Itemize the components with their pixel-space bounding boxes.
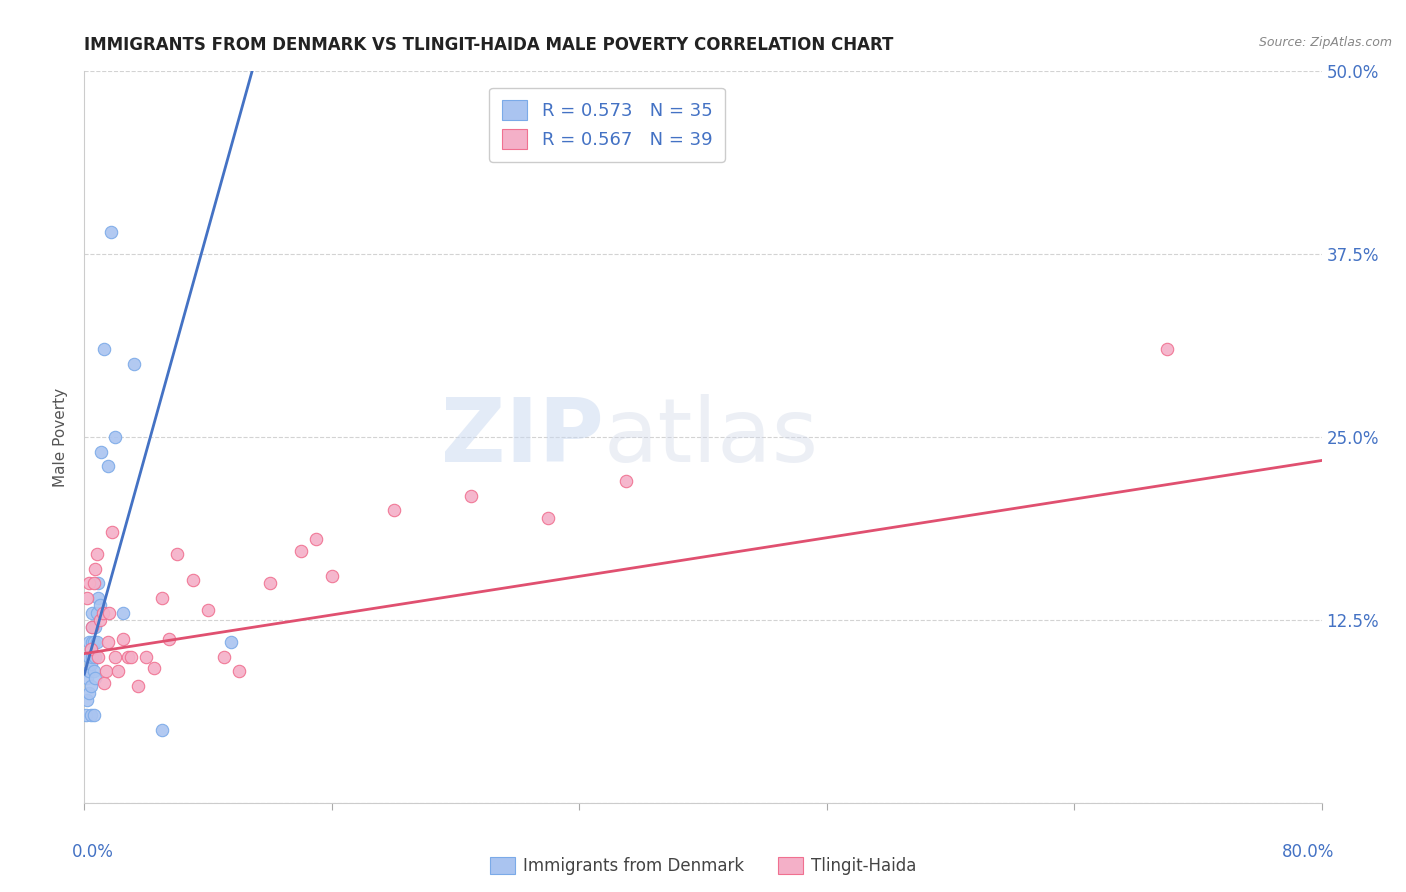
Text: 0.0%: 0.0% xyxy=(72,843,114,861)
Text: atlas: atlas xyxy=(605,393,820,481)
Point xyxy=(76,693,98,707)
Point xyxy=(84,562,107,576)
Point xyxy=(79,679,101,693)
Point xyxy=(84,620,107,634)
Point xyxy=(100,225,122,239)
Point xyxy=(83,635,105,649)
Point xyxy=(101,525,124,540)
Point xyxy=(150,591,173,605)
Text: 80.0%: 80.0% xyxy=(1282,843,1334,861)
Point xyxy=(79,657,101,671)
Legend: Immigrants from Denmark, Tlingit-Haida: Immigrants from Denmark, Tlingit-Haida xyxy=(481,849,925,884)
Point xyxy=(82,635,104,649)
Text: IMMIGRANTS FROM DENMARK VS TLINGIT-HAIDA MALE POVERTY CORRELATION CHART: IMMIGRANTS FROM DENMARK VS TLINGIT-HAIDA… xyxy=(84,36,894,54)
Point xyxy=(89,613,111,627)
Point xyxy=(122,357,145,371)
Point xyxy=(614,474,637,488)
Point xyxy=(75,708,97,723)
Point xyxy=(135,649,157,664)
Point xyxy=(89,599,111,613)
Point xyxy=(290,544,312,558)
Point xyxy=(321,569,343,583)
Point xyxy=(98,606,121,620)
Point xyxy=(84,672,107,686)
Point xyxy=(86,547,108,561)
Point xyxy=(90,444,112,458)
Point xyxy=(77,664,100,678)
Point xyxy=(166,547,188,561)
Point xyxy=(228,664,250,678)
Point xyxy=(460,489,482,503)
Point xyxy=(86,635,108,649)
Point xyxy=(221,635,243,649)
Point xyxy=(93,343,115,357)
Point xyxy=(77,635,100,649)
Point xyxy=(143,661,166,675)
Point xyxy=(112,606,135,620)
Point xyxy=(84,649,107,664)
Point xyxy=(197,603,219,617)
Point xyxy=(107,664,129,678)
Point xyxy=(93,676,115,690)
Point xyxy=(87,591,110,605)
Point xyxy=(82,606,104,620)
Y-axis label: Male Poverty: Male Poverty xyxy=(53,387,69,487)
Text: ZIP: ZIP xyxy=(441,393,605,481)
Point xyxy=(150,723,173,737)
Point xyxy=(112,632,135,646)
Point xyxy=(117,649,139,664)
Point xyxy=(79,642,101,657)
Point xyxy=(159,632,181,646)
Point xyxy=(79,642,101,657)
Point xyxy=(87,649,110,664)
Point xyxy=(212,649,235,664)
Point xyxy=(87,576,110,591)
Point xyxy=(305,533,328,547)
Point xyxy=(77,576,100,591)
Point xyxy=(76,672,98,686)
Text: Source: ZipAtlas.com: Source: ZipAtlas.com xyxy=(1258,36,1392,49)
Point xyxy=(94,664,117,678)
Point xyxy=(83,664,105,678)
Point xyxy=(83,708,105,723)
Point xyxy=(82,620,104,634)
Point xyxy=(77,686,100,700)
Point xyxy=(83,576,105,591)
Point xyxy=(259,576,281,591)
Point xyxy=(97,635,120,649)
Point xyxy=(181,574,204,588)
Point xyxy=(77,649,100,664)
Point xyxy=(128,679,150,693)
Point xyxy=(86,606,108,620)
Point xyxy=(79,708,101,723)
Point xyxy=(97,459,120,474)
Point xyxy=(91,606,114,620)
Point xyxy=(104,430,127,444)
Legend: R = 0.573   N = 35, R = 0.567   N = 39: R = 0.573 N = 35, R = 0.567 N = 39 xyxy=(489,87,725,161)
Point xyxy=(382,503,405,517)
Point xyxy=(76,591,98,605)
Point xyxy=(1156,343,1178,357)
Point xyxy=(104,649,127,664)
Point xyxy=(537,510,560,524)
Point xyxy=(120,649,142,664)
Point xyxy=(82,620,104,634)
Point xyxy=(82,649,104,664)
